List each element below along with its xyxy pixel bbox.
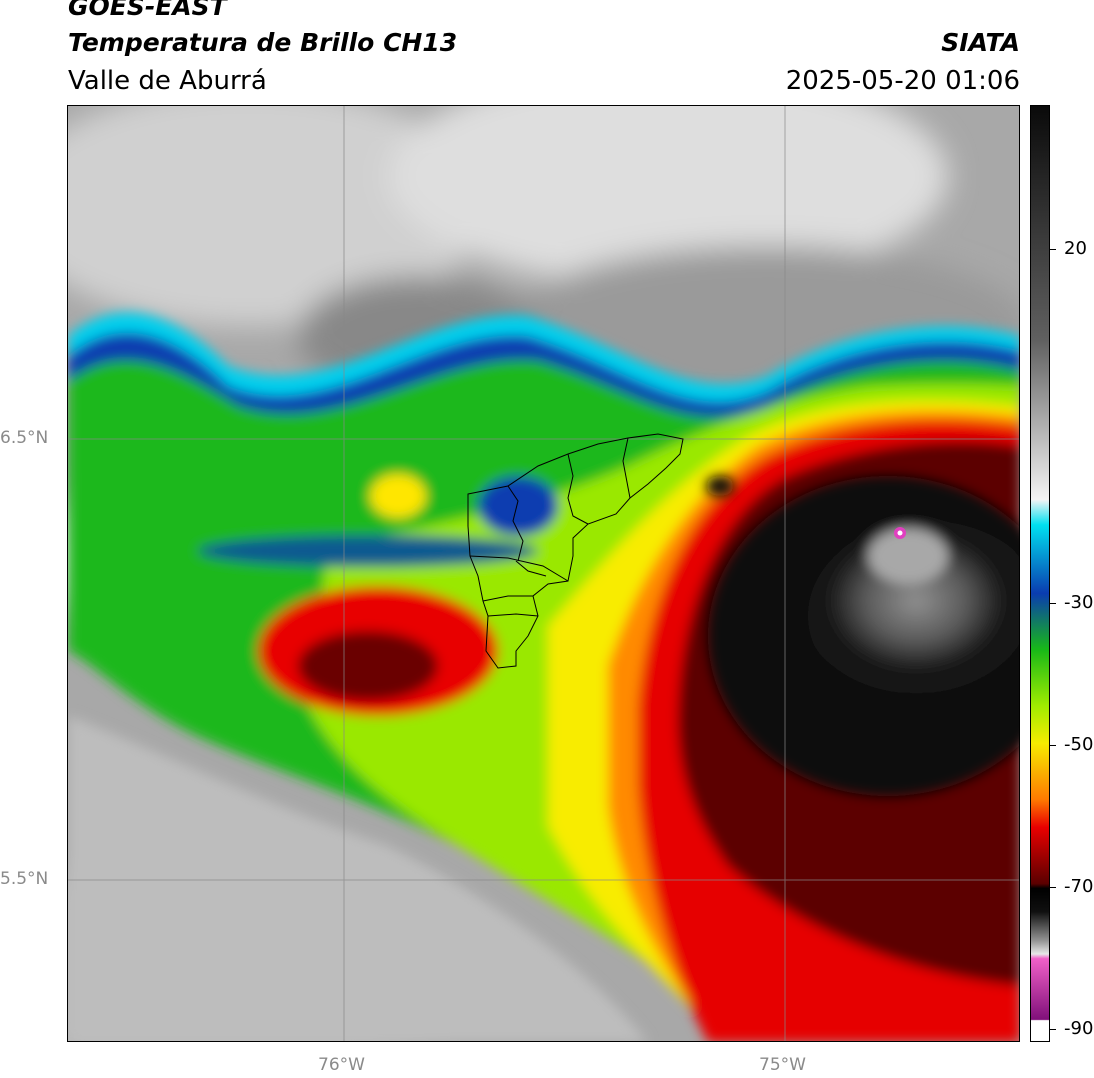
lat-label-5-5: 5.5°N <box>0 869 49 889</box>
colorbar-tick-minus50: -50 <box>1064 734 1094 755</box>
colorbar-tick-minus70: -70 <box>1064 876 1094 897</box>
lat-label-6-5: 6.5°N <box>0 428 49 448</box>
colorbar-tick-minus90: -90 <box>1064 1018 1094 1039</box>
lon-label-76: 76°W <box>318 1055 365 1075</box>
municipal-boundaries <box>467 433 684 669</box>
map-panel[interactable] <box>67 105 1020 1042</box>
colorbar-tick-minus30: -30 <box>1064 592 1094 613</box>
brightness-temperature-map <box>68 106 1019 1041</box>
region-subtitle: Valle de Aburrá <box>68 66 267 96</box>
south-clear-band <box>68 716 647 1041</box>
cold-core-gray <box>808 521 1019 711</box>
agency-label: SIATA <box>941 28 1020 57</box>
product-title: Temperatura de Brillo CH13 <box>68 28 458 57</box>
lon-label-75: 75°W <box>759 1055 806 1075</box>
graticule <box>68 106 1019 1041</box>
satellite-title: GOES-EAST <box>68 0 227 21</box>
datetime-label: 2025-05-20 01:06 <box>785 66 1020 96</box>
colorbar-tick-20: 20 <box>1064 238 1087 259</box>
colorbar <box>1030 105 1050 1042</box>
